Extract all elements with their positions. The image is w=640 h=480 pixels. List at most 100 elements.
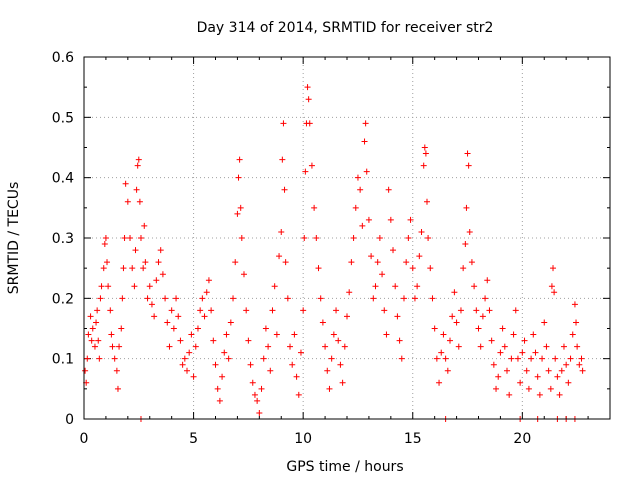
data-point [97,295,104,302]
data-point [301,235,308,241]
data-point [495,373,502,380]
y-tick-label: 0.3 [52,231,74,247]
data-point [438,349,445,356]
data-point [113,367,120,374]
data-point [302,168,309,175]
data-point [136,198,143,205]
data-point [370,295,377,302]
data-point [405,235,412,241]
data-point [460,265,467,272]
data-point [168,307,175,314]
data-point [240,271,247,278]
data-point [249,379,256,386]
data-point [122,180,129,187]
y-tick-label: 0.2 [52,291,74,307]
data-point [151,313,158,320]
data-point [162,295,169,302]
data-point [551,289,558,296]
data-point [560,343,567,350]
data-point [237,204,244,211]
data-point [219,373,226,380]
data-point [569,331,576,338]
data-point [414,283,421,290]
data-point [230,295,237,302]
data-point [170,325,177,332]
data-point [482,295,489,302]
data-point [573,319,580,326]
data-point [348,259,355,266]
data-point [140,265,147,272]
data-point [488,337,495,344]
data-point [281,186,288,193]
data-point [510,331,517,338]
data-point [227,319,234,326]
data-point [497,349,504,356]
data-point [350,235,357,241]
chart-title: Day 314 of 2014, SRMTID for receiver str… [197,20,494,36]
data-point [545,367,552,374]
data-point [212,361,219,368]
data-point [84,355,91,362]
grid-lines [84,57,610,419]
data-point [121,235,128,241]
data-point [362,120,369,127]
data-point [463,204,470,211]
data-point [129,265,136,272]
x-tick-label: 10 [294,431,312,447]
data-point [484,277,491,284]
y-tick-label: 0.6 [52,50,74,66]
data-point [541,319,548,326]
data-point [427,265,434,272]
data-point [208,307,215,314]
data-point [166,343,173,350]
data-point [411,295,418,302]
data-point [114,385,121,392]
data-point [390,247,397,254]
data-point [235,174,242,181]
data-point [563,361,570,368]
data-point [372,283,379,290]
data-point [199,295,206,302]
data-point [131,283,138,290]
data-point [291,331,298,338]
data-point [243,307,250,314]
data-point [186,349,193,356]
data-point [449,313,456,320]
data-point [365,216,372,223]
data-point [357,186,364,193]
data-point [269,307,276,314]
data-point [153,277,160,284]
data-point [119,295,126,302]
y-tick-label: 0.5 [52,110,74,126]
data-point [295,391,302,398]
y-axis-label: SRMTID / TECUs [6,182,22,295]
data-point [532,349,539,356]
data-point [341,343,348,350]
data-point [256,409,263,416]
data-point [501,343,508,350]
data-point [433,355,440,362]
x-tick-label: 15 [404,431,422,447]
data-point [508,355,515,362]
data-point [293,373,300,380]
data-point [308,162,315,169]
data-point [361,138,368,145]
data-point [265,343,272,350]
data-point [87,313,94,320]
data-point [506,391,513,398]
data-point [354,174,361,181]
data-point [565,379,572,386]
data-point [236,156,243,163]
data-point [444,367,451,374]
data-point [379,271,386,278]
data-point [398,355,405,362]
data-point [197,307,204,314]
data-point [462,241,469,248]
data-point [374,259,381,266]
data-point [315,265,322,272]
data-point [287,343,294,350]
data-point [381,307,388,314]
data-point [409,265,416,272]
data-point [177,337,184,344]
data-point [457,307,464,314]
